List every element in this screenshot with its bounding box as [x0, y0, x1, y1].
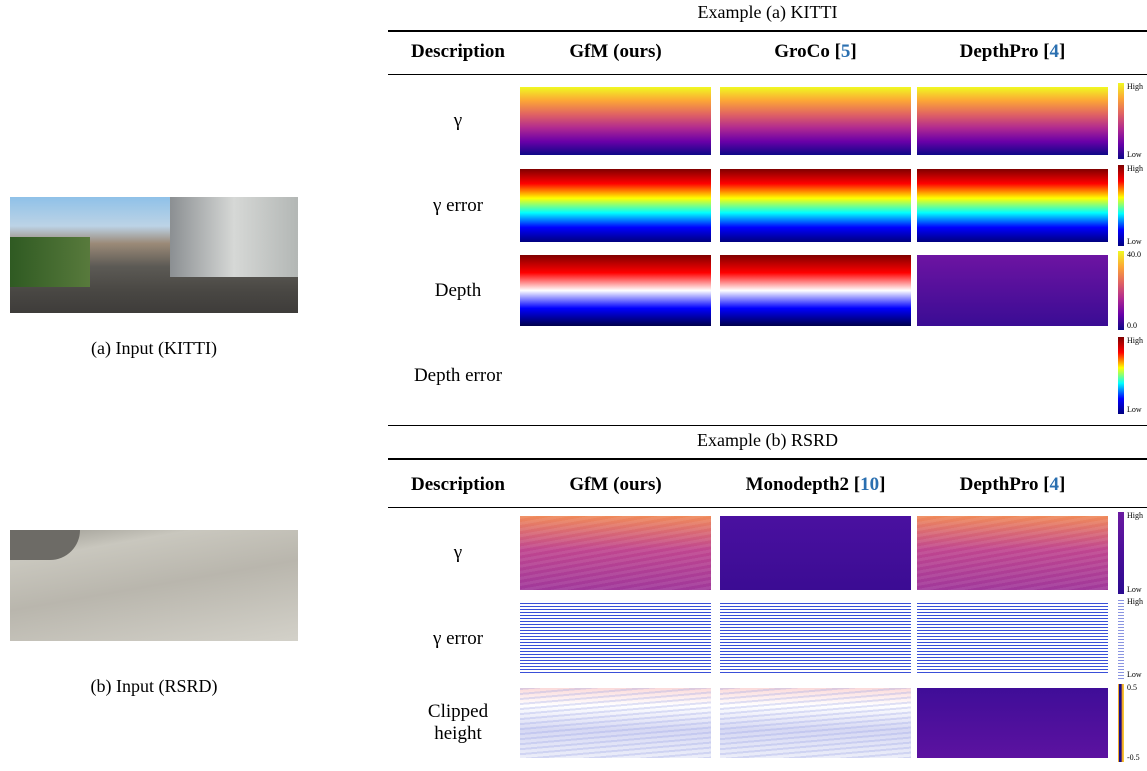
citation[interactable]: 10: [860, 474, 879, 495]
header-text: ]: [850, 41, 856, 62]
result-image: [520, 516, 711, 590]
colorbar-label: High: [1127, 82, 1143, 91]
row-label: γ error: [403, 165, 513, 246]
row-label: Depth: [403, 251, 513, 330]
result-image: [917, 602, 1108, 675]
column-header: Description: [388, 473, 528, 497]
result-image: [520, 255, 711, 326]
result-image: [520, 341, 711, 410]
row-label: Clipped height: [403, 684, 513, 762]
colorbar: [1118, 512, 1124, 594]
colorbar-label: Low: [1127, 237, 1142, 246]
result-image: [917, 516, 1108, 590]
header-text: DepthPro [: [960, 41, 1050, 62]
result-image: [520, 169, 711, 242]
colorbar-label: -0.5: [1127, 753, 1140, 762]
rule: [388, 74, 1147, 75]
result-image: [917, 87, 1108, 155]
header-text: GroCo [: [774, 41, 841, 62]
column-header: Description: [388, 40, 528, 64]
column-header: GfM (ours): [520, 473, 711, 497]
example-title: Example (a) KITTI: [388, 2, 1147, 23]
result-image: [720, 516, 911, 590]
row-label: γ: [403, 83, 513, 159]
header-text: ]: [1059, 41, 1065, 62]
header-text: GfM (ours): [569, 41, 661, 62]
citation[interactable]: 5: [841, 41, 851, 62]
colorbar: [1118, 598, 1124, 679]
row-label: γ: [403, 512, 513, 594]
header-text: DepthPro [: [960, 474, 1050, 495]
result-image: [720, 255, 911, 326]
colorbar-label: Low: [1127, 150, 1142, 159]
rule: [388, 458, 1147, 460]
result-image: [917, 688, 1108, 758]
column-header: GfM (ours): [520, 40, 711, 64]
result-image: [720, 169, 911, 242]
header-text: ]: [879, 474, 885, 495]
column-header: DepthPro [4]: [917, 40, 1108, 64]
header-text: ]: [1059, 474, 1065, 495]
input-image-kitti: [10, 197, 298, 313]
result-image: [520, 602, 711, 675]
column-header: Monodepth2 [10]: [720, 473, 911, 497]
header-text: Monodepth2 [: [746, 474, 861, 495]
result-image: [720, 602, 911, 675]
result-image: [917, 341, 1108, 410]
figure: (a) Input (KITTI) (b) Input (RSRD) Examp…: [0, 0, 1147, 771]
header-text: Description: [411, 41, 505, 62]
rule: [388, 30, 1147, 32]
colorbar-label: High: [1127, 597, 1143, 606]
header-text: GfM (ours): [569, 474, 661, 495]
colorbar: [1118, 684, 1124, 762]
colorbar-label: High: [1127, 336, 1143, 345]
colorbar-label: 0.0: [1127, 321, 1137, 330]
input-caption: (a) Input (KITTI): [10, 338, 298, 359]
colorbar-label: Low: [1127, 585, 1142, 594]
colorbar: [1118, 165, 1124, 246]
colorbar-label: Low: [1127, 405, 1142, 414]
result-image: [720, 688, 911, 758]
result-image: [720, 87, 911, 155]
input-caption: (b) Input (RSRD): [10, 676, 298, 697]
colorbar: [1118, 83, 1124, 159]
result-image: [917, 169, 1108, 242]
result-image: [917, 255, 1108, 326]
citation[interactable]: 4: [1050, 41, 1060, 62]
colorbar-label: High: [1127, 164, 1143, 173]
result-image: [520, 688, 711, 758]
rule: [388, 425, 1147, 426]
input-image-rsrd: [10, 530, 298, 641]
citation[interactable]: 4: [1050, 474, 1060, 495]
header-text: Description: [411, 474, 505, 495]
result-image: [720, 341, 911, 410]
colorbar: [1118, 337, 1124, 414]
colorbar-label: Low: [1127, 670, 1142, 679]
example-title: Example (b) RSRD: [388, 430, 1147, 451]
row-label: γ error: [403, 598, 513, 679]
rule: [388, 507, 1147, 508]
colorbar-label: 40.0: [1127, 250, 1141, 259]
column-header: GroCo [5]: [720, 40, 911, 64]
colorbar: [1118, 251, 1124, 330]
column-header: DepthPro [4]: [917, 473, 1108, 497]
row-label: Depth error: [403, 337, 513, 414]
colorbar-label: 0.5: [1127, 683, 1137, 692]
colorbar-label: High: [1127, 511, 1143, 520]
result-image: [520, 87, 711, 155]
